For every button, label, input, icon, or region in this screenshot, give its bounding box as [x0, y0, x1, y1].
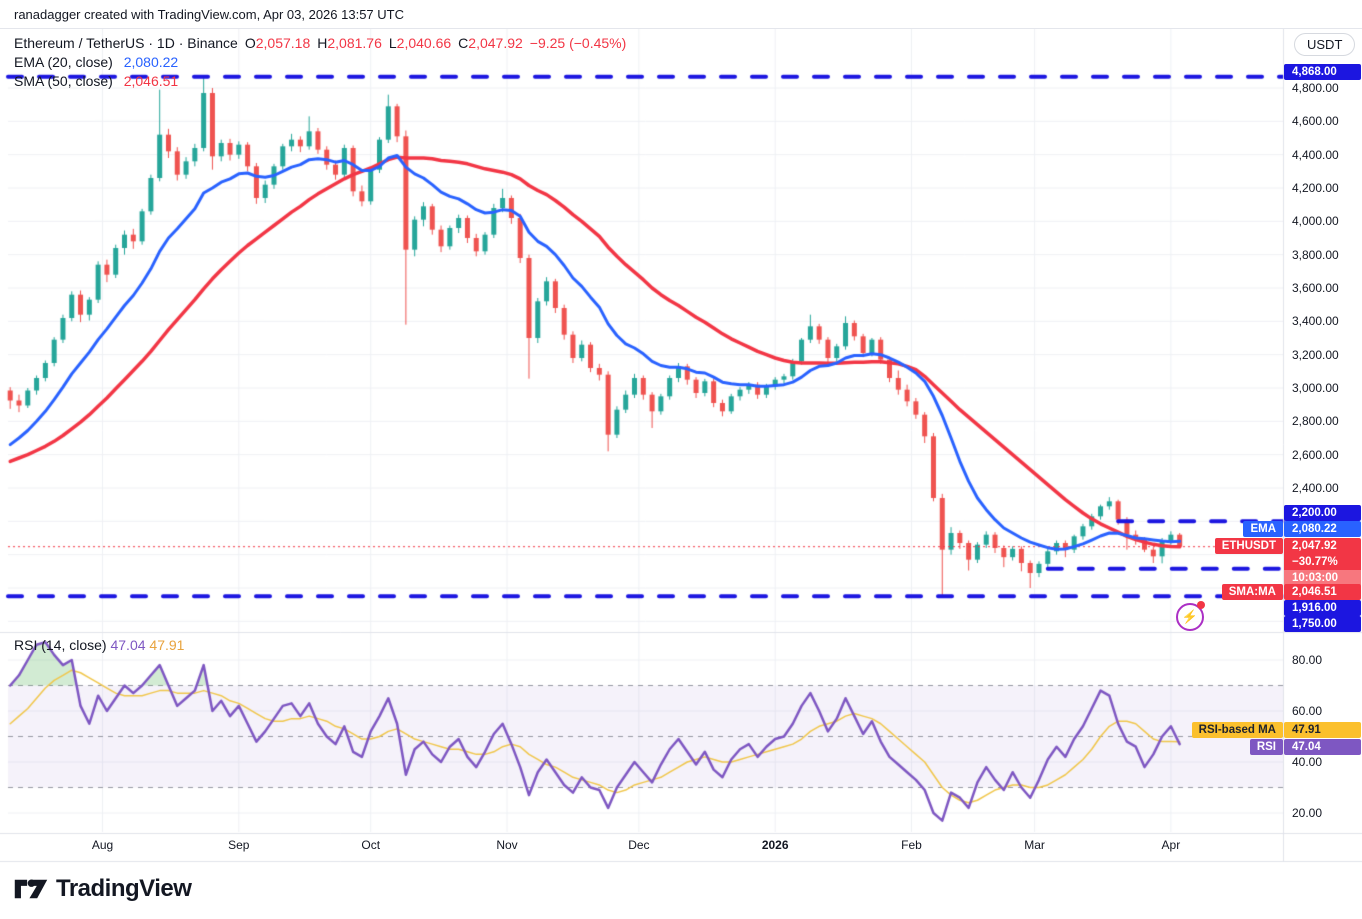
price-tick-label: 4,600.00: [1292, 114, 1339, 129]
symbol-legend-row: Ethereum / TetherUS · 1D · Binance O2,057…: [14, 34, 626, 52]
price-tick-label: 2,600.00: [1292, 447, 1339, 462]
symbol-legend[interactable]: Ethereum / TetherUS · 1D · Binance O2,057…: [14, 34, 626, 91]
price-axis-badge: 2,080.22: [1284, 521, 1361, 537]
price-axis-badge-line: 1,750.00: [1284, 616, 1361, 632]
price-axis-badge: 1,750.00: [1284, 616, 1361, 632]
sma-legend-name: SMA (50, close): [14, 73, 113, 89]
ohlc-value: 2,047.92: [468, 35, 523, 51]
time-axis-month-label: Sep: [228, 838, 250, 852]
price-tick-label: 4,400.00: [1292, 147, 1339, 162]
symbol-title: Ethereum / TetherUS · 1D · Binance: [14, 35, 238, 51]
ohlc-value: 2,057.18: [255, 35, 311, 51]
price-tick-label: 4,200.00: [1292, 181, 1339, 195]
ohlc-label: C: [458, 35, 469, 51]
price-tick-label: 2,800.00: [1292, 414, 1339, 429]
tradingview-logo-text: TradingView: [56, 875, 192, 902]
price-axis-badge-line: 2,046.51: [1284, 584, 1361, 600]
price-axis-badge-line: 2,047.92: [1284, 538, 1361, 554]
time-axis-month-label: Aug: [91, 838, 114, 852]
attribution-text: ranadagger created with TradingView.com,…: [14, 7, 404, 22]
time-axis-month-label: Nov: [496, 838, 518, 852]
price-axis-badge: 2,046.51: [1284, 584, 1361, 600]
price-tick-label: 3,600.00: [1292, 281, 1339, 295]
time-axis-month-label: Mar: [1024, 838, 1045, 852]
price-tick-label: 3,400.00: [1292, 314, 1339, 329]
rsi-axis-badge-line: 47.04: [1284, 739, 1361, 755]
rsi-axis-badge-line: 47.91: [1284, 722, 1361, 738]
lightning-glyph: ⚡: [1181, 609, 1199, 624]
time-axis-month-label: Dec: [628, 838, 650, 852]
price-axis-badge: 2,200.00: [1284, 505, 1361, 521]
time-axis-month-label: Oct: [361, 838, 381, 852]
price-axis-badge: 1,916.00: [1284, 600, 1361, 616]
floating-series-label: EMA: [1243, 521, 1283, 537]
price-tick-label: 2,400.00: [1292, 481, 1339, 495]
tradingview-logo-icon: [14, 879, 48, 899]
price-axis-badge-line: 2,080.22: [1284, 521, 1361, 537]
rsi-legend[interactable]: RSI (14, close) 47.04 47.91: [14, 637, 184, 653]
floating-series-label: SMA:MA: [1221, 584, 1283, 600]
attribution-bar: ranadagger created with TradingView.com,…: [0, 0, 1362, 29]
currency-button[interactable]: USDT: [1294, 33, 1356, 56]
rsi-tick-label: 20.00: [1292, 806, 1323, 820]
price-tick-label: 3,800.00: [1292, 247, 1339, 262]
change-value: −9.25 (−0.45%): [529, 35, 627, 51]
rsi-legend-name: RSI (14, close): [14, 637, 107, 653]
rsi-axis-badge: 47.04: [1284, 739, 1361, 755]
price-axis-badge: 4,868.00: [1284, 64, 1361, 80]
ohlc-label: L: [388, 35, 397, 51]
sma-legend-row[interactable]: SMA (50, close) 2,046.51: [14, 72, 626, 90]
time-axis-month-label: Apr: [1161, 838, 1181, 852]
ema-legend-row[interactable]: EMA (20, close) 2,080.22: [14, 53, 626, 71]
price-axis-badge-line: 2,200.00: [1284, 505, 1361, 521]
price-tick-label: 4,000.00: [1292, 214, 1339, 229]
ema-legend-value: 2,080.22: [123, 54, 179, 70]
ema-legend-name: EMA (20, close): [14, 54, 113, 70]
price-axis-badge-line: 1,916.00: [1284, 600, 1361, 616]
price-axis-badge-line: 4,868.00: [1284, 64, 1361, 80]
ohlc-label: O: [244, 35, 256, 51]
floating-series-label: RSI-based MA: [1191, 722, 1283, 738]
ohlc-label: H: [317, 35, 328, 51]
rsi-axis-badge: 47.91: [1284, 722, 1361, 738]
time-axis-month-label: Feb: [901, 838, 922, 852]
price-tick-label: 3,000.00: [1292, 381, 1339, 395]
price-axis-badge-line: −30.77%: [1284, 554, 1361, 570]
price-tick-label: 3,200.00: [1292, 347, 1339, 362]
rsi-legend-value: 47.04: [110, 637, 146, 653]
rsi-tick-label: 60.00: [1292, 704, 1323, 718]
ohlc-value: 2,081.76: [327, 35, 382, 51]
price-axis-badge: 2,047.92 −30.77% 10:03:00: [1284, 538, 1361, 586]
floating-series-label: ETHUSDT: [1214, 538, 1283, 554]
notification-dot: [1197, 601, 1205, 609]
time-axis-month-label: 2026: [761, 838, 789, 852]
sma-legend-value: 2,046.51: [123, 73, 179, 89]
lightning-marker-icon[interactable]: ⚡: [1176, 601, 1205, 631]
rsi-tick-label: 80.00: [1292, 653, 1323, 667]
ohlc-value: 2,040.66: [396, 35, 452, 51]
price-tick-label: 4,800.00: [1292, 81, 1339, 95]
floating-series-label: RSI: [1249, 739, 1283, 755]
rsi-ma-legend-value: 47.91: [149, 637, 185, 653]
price-axis-badge-line: 10:03:00: [1284, 570, 1361, 586]
rsi-tick-label: 40.00: [1292, 755, 1323, 769]
tradingview-logo[interactable]: TradingView: [14, 869, 192, 909]
